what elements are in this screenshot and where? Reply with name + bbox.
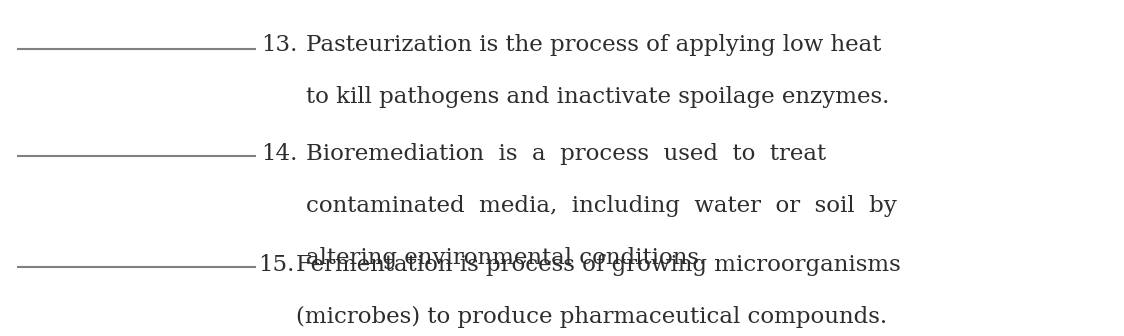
Text: 13.: 13. xyxy=(261,34,297,55)
Text: contaminated  media,  including  water  or  soil  by: contaminated media, including water or s… xyxy=(306,195,897,217)
Text: 14.: 14. xyxy=(261,143,297,165)
Text: altering environmental conditions.: altering environmental conditions. xyxy=(306,247,706,269)
Text: 15.: 15. xyxy=(259,254,294,276)
Text: (microbes) to produce pharmaceutical compounds.: (microbes) to produce pharmaceutical com… xyxy=(296,306,887,328)
Text: Fermentation is process of growing microorganisms: Fermentation is process of growing micro… xyxy=(296,254,900,276)
Text: Pasteurization is the process of applying low heat: Pasteurization is the process of applyin… xyxy=(306,34,881,55)
Text: to kill pathogens and inactivate spoilage enzymes.: to kill pathogens and inactivate spoilag… xyxy=(306,86,889,108)
Text: Bioremediation  is  a  process  used  to  treat: Bioremediation is a process used to trea… xyxy=(306,143,826,165)
